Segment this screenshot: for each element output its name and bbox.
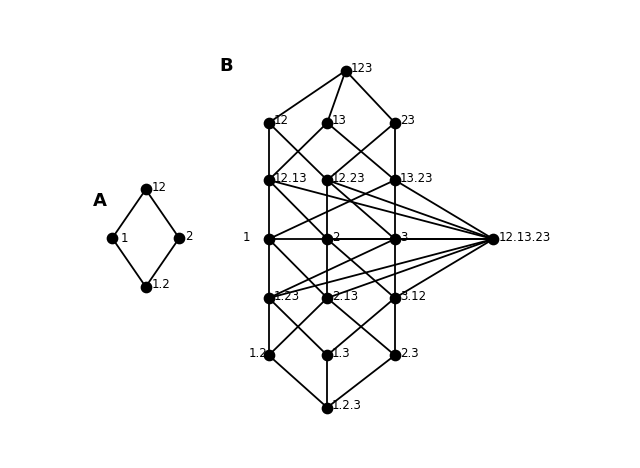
Point xyxy=(264,351,274,359)
Point xyxy=(264,294,274,302)
Point xyxy=(322,235,332,243)
Text: 1.2: 1.2 xyxy=(249,347,268,360)
Text: 1.3: 1.3 xyxy=(332,347,351,360)
Point xyxy=(322,176,332,184)
Point xyxy=(174,234,184,242)
Text: 1.23: 1.23 xyxy=(274,290,300,303)
Point xyxy=(264,176,274,184)
Text: 3: 3 xyxy=(400,231,407,244)
Point xyxy=(340,67,351,74)
Point xyxy=(141,186,151,193)
Text: B: B xyxy=(219,57,232,74)
Text: 2.13: 2.13 xyxy=(332,290,358,303)
Text: 12.23: 12.23 xyxy=(332,172,366,185)
Text: 3.12: 3.12 xyxy=(400,290,426,303)
Text: 2: 2 xyxy=(332,231,340,244)
Point xyxy=(390,351,400,359)
Point xyxy=(488,235,499,243)
Text: 2: 2 xyxy=(185,230,193,243)
Text: 1.2.3: 1.2.3 xyxy=(332,399,362,412)
Point xyxy=(264,235,274,243)
Point xyxy=(322,119,332,126)
Text: 23: 23 xyxy=(400,115,415,127)
Point xyxy=(390,235,400,243)
Text: 1.2: 1.2 xyxy=(152,278,170,292)
Text: 13.23: 13.23 xyxy=(400,172,433,185)
Text: 2.3: 2.3 xyxy=(400,347,419,360)
Text: 1: 1 xyxy=(243,231,250,244)
Text: A: A xyxy=(93,192,108,210)
Text: 123: 123 xyxy=(351,62,373,75)
Point xyxy=(264,119,274,126)
Text: 12: 12 xyxy=(152,181,166,194)
Point xyxy=(107,234,117,242)
Text: 13: 13 xyxy=(332,115,347,127)
Text: 1: 1 xyxy=(121,232,129,245)
Point xyxy=(390,176,400,184)
Point xyxy=(390,119,400,126)
Point xyxy=(141,283,151,291)
Point xyxy=(322,294,332,302)
Text: 12: 12 xyxy=(274,115,289,127)
Text: 12.13: 12.13 xyxy=(274,172,307,185)
Point xyxy=(390,294,400,302)
Point xyxy=(322,404,332,411)
Text: 12.13.23: 12.13.23 xyxy=(498,231,550,244)
Point xyxy=(322,351,332,359)
